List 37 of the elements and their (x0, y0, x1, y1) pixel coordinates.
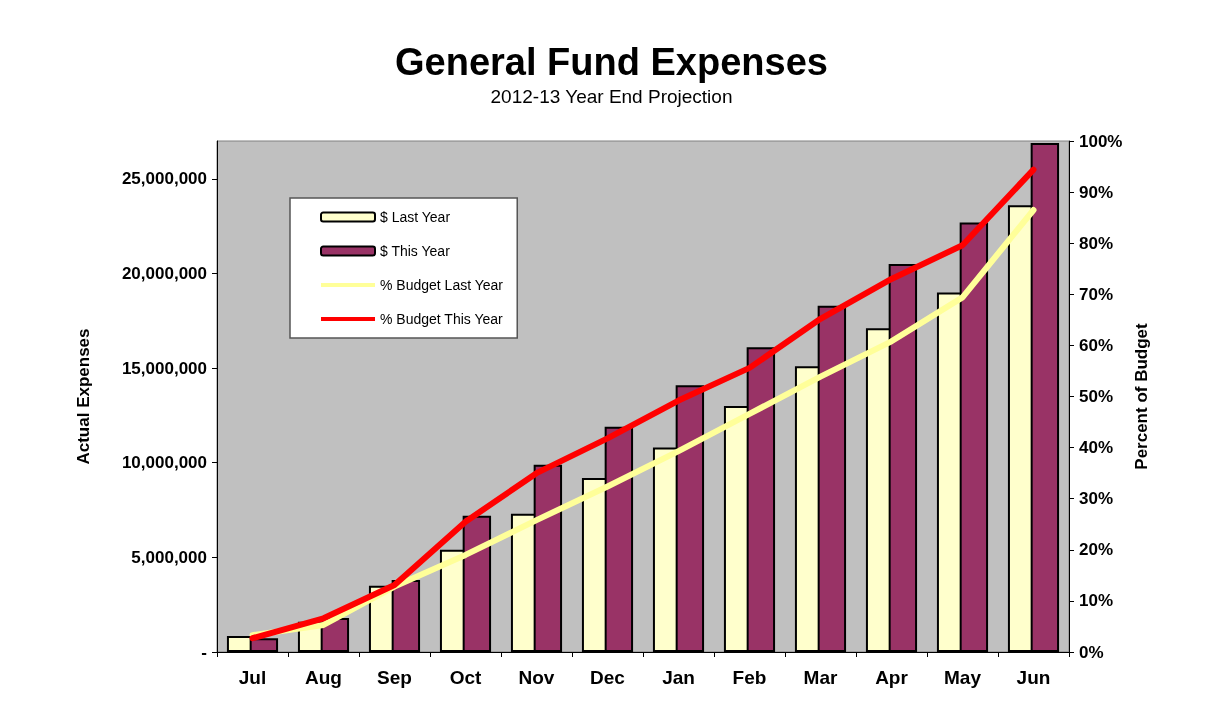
y2-tick-label: 30% (1079, 489, 1114, 509)
y2-tick-label: 60% (1079, 335, 1114, 355)
x-tick-label: May (944, 667, 982, 688)
legend-label: % Budget This Year (380, 311, 504, 327)
y2-tick-label: 50% (1079, 387, 1114, 406)
x-tick-label: Jun (1016, 667, 1051, 688)
chart-subtitle: 2012-13 Year End Projection (490, 86, 733, 107)
y-tick-label: 5,000,000 (131, 547, 207, 567)
y2-tick-label: 80% (1079, 233, 1114, 253)
y2-tick-label: 10% (1079, 591, 1114, 611)
y2-tick-label: 0% (1079, 642, 1104, 662)
y-tick-label: 10,000,000 (121, 453, 207, 473)
x-tick-label: Jul (238, 667, 267, 688)
y-tick-label: 15,000,000 (121, 358, 207, 378)
legend-label: % Budget Last Year (380, 277, 504, 293)
x-tick-label: Dec (590, 667, 626, 688)
y-axis-title: Actual Expenses (74, 328, 93, 465)
legend-label: $ This Year (380, 243, 451, 259)
y-tick-label: 25,000,000 (121, 169, 207, 189)
y2-tick-label: 70% (1079, 284, 1114, 304)
y2-tick-label: 100% (1079, 131, 1123, 151)
x-tick-label: Feb (732, 667, 767, 688)
y2-tick-label: 40% (1079, 438, 1114, 458)
x-tick-label: Aug (305, 667, 342, 688)
x-tick-label: Nov (518, 667, 555, 688)
chart-title: General Fund Expenses (395, 41, 828, 83)
y2-tick-label: 90% (1079, 182, 1114, 202)
x-tick-label: Mar (803, 667, 838, 688)
legend-label: $ Last Year (380, 209, 451, 225)
y2-tick-label: 20% (1079, 540, 1114, 560)
x-tick-label: Sep (377, 667, 412, 688)
x-tick-label: Apr (875, 667, 909, 688)
y-tick-label: 20,000,000 (121, 263, 207, 283)
x-tick-label: Oct (449, 667, 482, 688)
y-tick-label: - (201, 642, 207, 662)
x-tick-label: Jan (662, 667, 695, 688)
y2-axis-title: Percent of Budget (1132, 322, 1152, 470)
